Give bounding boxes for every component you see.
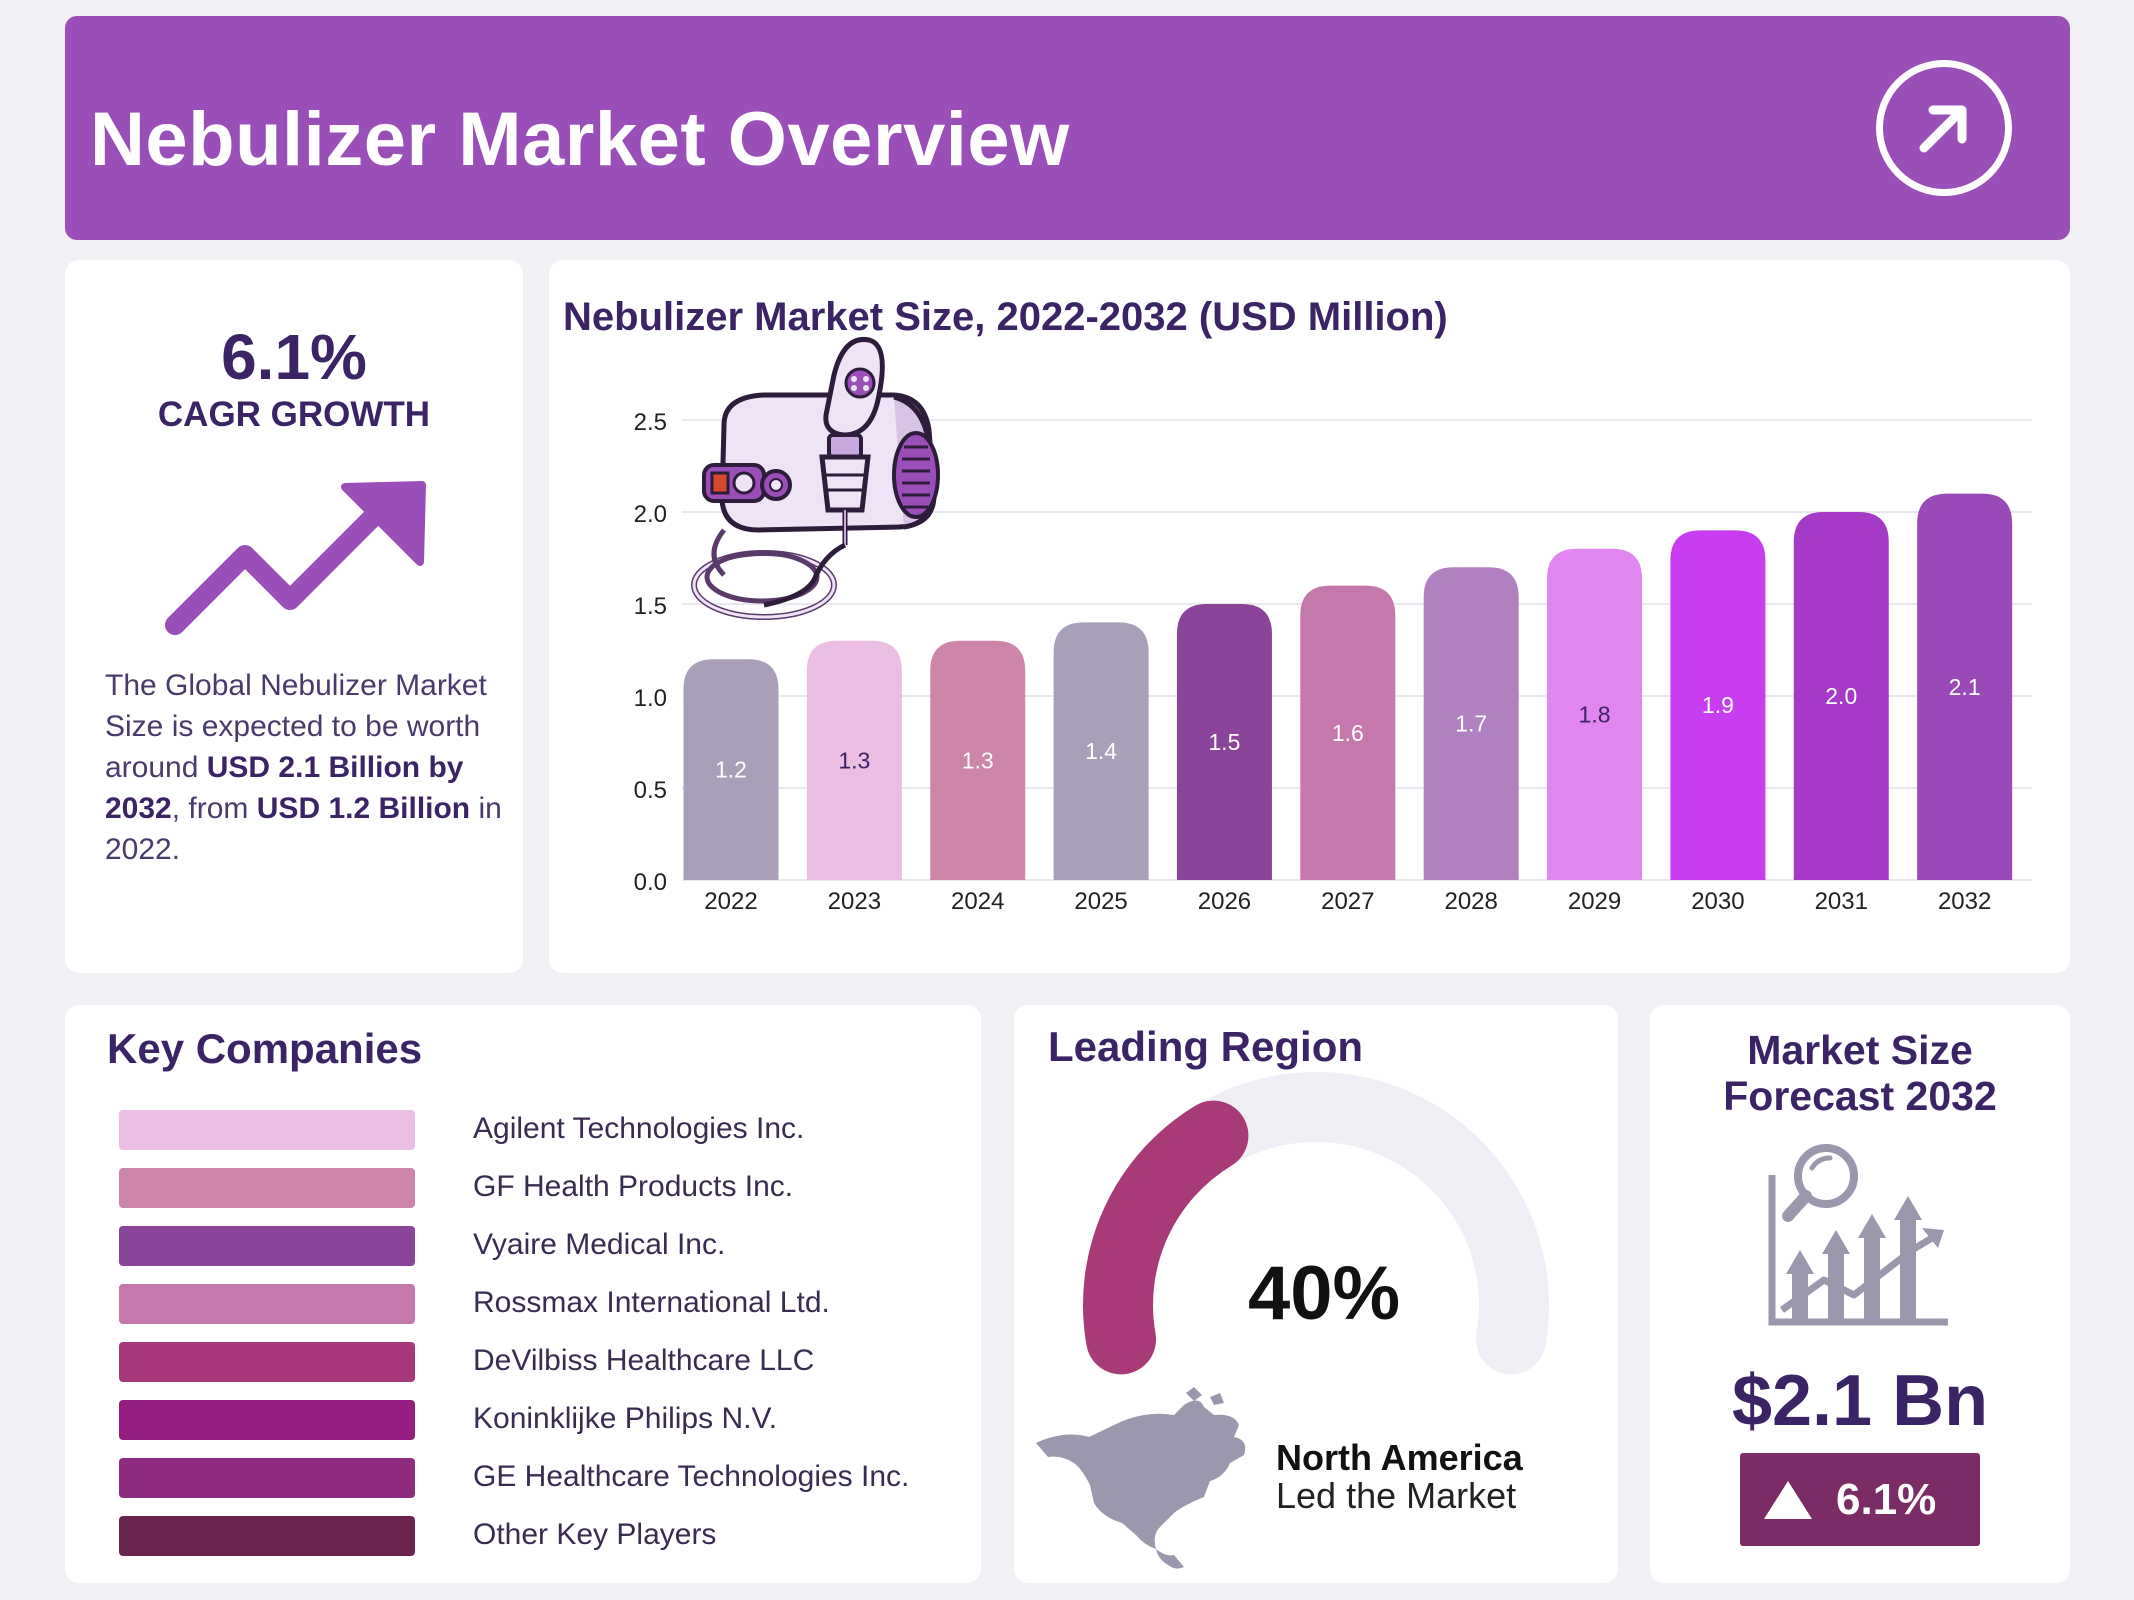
company-name: GE Healthcare Technologies Inc. bbox=[473, 1460, 910, 1493]
bar-value-label: 1.5 bbox=[1208, 729, 1240, 755]
company-name: Agilent Technologies Inc. bbox=[473, 1112, 805, 1145]
company-row: GE Healthcare Technologies Inc. bbox=[119, 1458, 969, 1498]
growth-badge-value: 6.1% bbox=[1836, 1475, 1937, 1524]
north-america-map-icon bbox=[1036, 1387, 1246, 1569]
y-tick-label: 1.5 bbox=[634, 593, 667, 620]
arrow-up-right-icon[interactable] bbox=[1876, 60, 2012, 196]
bar bbox=[1547, 548, 1643, 880]
chart-card: 0.0 0.5 1.0 1.5 2.0 2.5 1.2 2022 1.3 2023 1.3 2024 1… bbox=[549, 260, 2070, 973]
bar-value-label: 2.1 bbox=[1949, 674, 1981, 700]
bar-value-label: 1.9 bbox=[1702, 692, 1734, 718]
bar-value-label: 1.6 bbox=[1332, 720, 1364, 746]
company-name: DeVilbiss Healthcare LLC bbox=[473, 1344, 815, 1377]
company-color-swatch bbox=[119, 1226, 415, 1266]
company-color-swatch bbox=[119, 1400, 415, 1440]
company-name: GF Health Products Inc. bbox=[473, 1170, 794, 1203]
company-row: DeVilbiss Healthcare LLC bbox=[119, 1342, 969, 1382]
x-tick-label: 2028 bbox=[1444, 888, 1497, 915]
x-tick-label: 2023 bbox=[828, 888, 881, 915]
company-color-swatch bbox=[119, 1342, 415, 1382]
bar bbox=[1053, 622, 1149, 880]
region-name: North America bbox=[1276, 1437, 1523, 1478]
bar-chart: 0.0 0.5 1.0 1.5 2.0 2.5 1.2 2022 1.3 2023 1.3 2024 1… bbox=[634, 409, 2032, 915]
company-row: Koninklijke Philips N.V. bbox=[119, 1400, 969, 1440]
forecast-card: Market Size Forecast 2032 $2.1 Bn 6.1% bbox=[1650, 1005, 2070, 1583]
company-name: Rossmax International Ltd. bbox=[473, 1286, 830, 1319]
bar bbox=[1176, 604, 1272, 880]
x-tick-label: 2031 bbox=[1815, 888, 1868, 915]
x-tick-label: 2029 bbox=[1568, 888, 1621, 915]
region-subtitle: Led the Market bbox=[1276, 1475, 1517, 1516]
y-tick-label: 2.5 bbox=[634, 409, 667, 436]
y-tick-label: 0.0 bbox=[634, 869, 667, 896]
bar bbox=[1670, 530, 1766, 880]
company-color-swatch bbox=[119, 1284, 415, 1324]
bar-value-label: 1.4 bbox=[1085, 738, 1117, 764]
y-tick-label: 0.5 bbox=[634, 777, 667, 804]
region-share-value: 40% bbox=[1247, 1251, 1401, 1336]
y-tick-label: 1.0 bbox=[634, 685, 667, 712]
region-title: Leading Region bbox=[1048, 1023, 1363, 1070]
company-color-swatch bbox=[119, 1110, 415, 1150]
companies-title: Key Companies bbox=[107, 1025, 423, 1072]
key-companies-card: Key Companies Agilent Technologies Inc. G… bbox=[65, 1005, 981, 1583]
bar bbox=[1300, 585, 1396, 880]
bar-value-label: 2.0 bbox=[1825, 683, 1857, 709]
company-row: Rossmax International Ltd. bbox=[119, 1284, 969, 1324]
company-row: Other Key Players bbox=[119, 1516, 969, 1556]
bar-value-label: 1.7 bbox=[1455, 711, 1487, 737]
leading-region-card: Leading Region 40% North America Led the… bbox=[1014, 1005, 1618, 1583]
triangle-up-icon bbox=[1764, 1481, 1812, 1519]
bar bbox=[683, 659, 779, 880]
bar-value-label: 1.8 bbox=[1579, 701, 1611, 727]
company-name: Other Key Players bbox=[473, 1518, 717, 1551]
bar bbox=[930, 640, 1026, 880]
company-row: Vyaire Medical Inc. bbox=[119, 1226, 969, 1266]
region-share-gauge bbox=[1083, 1072, 1549, 1375]
bar-value-label: 1.3 bbox=[838, 747, 870, 773]
bar bbox=[806, 640, 902, 880]
growth-badge: 6.1% bbox=[1740, 1453, 1980, 1546]
gauge-fill bbox=[1083, 1100, 1249, 1375]
company-name: Vyaire Medical Inc. bbox=[473, 1228, 726, 1261]
company-color-swatch bbox=[119, 1168, 415, 1208]
y-tick-label: 2.0 bbox=[634, 501, 667, 528]
bar-value-label: 1.2 bbox=[715, 757, 747, 783]
cagr-description: The Global Nebulizer Market Size is expe… bbox=[105, 669, 502, 866]
bar bbox=[1423, 567, 1519, 880]
company-name: Koninklijke Philips N.V. bbox=[473, 1402, 778, 1435]
bar bbox=[1917, 493, 2013, 880]
x-tick-label: 2027 bbox=[1321, 888, 1374, 915]
header-banner: Nebulizer Market Overview bbox=[65, 16, 2070, 240]
bar bbox=[1793, 512, 1889, 880]
x-tick-label: 2022 bbox=[704, 888, 757, 915]
x-tick-label: 2026 bbox=[1198, 888, 1251, 915]
company-color-swatch bbox=[119, 1458, 415, 1498]
company-row: GF Health Products Inc. bbox=[119, 1168, 969, 1208]
cagr-card: 6.1% CAGR GROWTH The Global Nebulizer Ma… bbox=[65, 260, 523, 973]
forecast-value: $2.1 Bn bbox=[1731, 1361, 1989, 1441]
x-tick-label: 2032 bbox=[1938, 888, 1991, 915]
page-title: Nebulizer Market Overview bbox=[90, 97, 1070, 182]
forecast-title: Market Size Forecast 2032 bbox=[1723, 1027, 1997, 1119]
cagr-value: 6.1% bbox=[221, 321, 367, 393]
x-tick-label: 2025 bbox=[1074, 888, 1127, 915]
cagr-label: CAGR GROWTH bbox=[157, 395, 431, 434]
x-tick-label: 2030 bbox=[1691, 888, 1744, 915]
company-row: Agilent Technologies Inc. bbox=[119, 1110, 969, 1150]
chart-title: Nebulizer Market Size, 2022-2032 (USD Mi… bbox=[563, 295, 1448, 339]
growth-chart-magnifier-icon bbox=[1768, 1144, 1948, 1326]
bar-value-label: 1.3 bbox=[962, 747, 994, 773]
nebulizer-machine-icon bbox=[691, 336, 940, 620]
company-color-swatch bbox=[119, 1516, 415, 1556]
trend-up-arrow-icon bbox=[165, 481, 426, 635]
x-tick-label: 2024 bbox=[951, 888, 1004, 915]
